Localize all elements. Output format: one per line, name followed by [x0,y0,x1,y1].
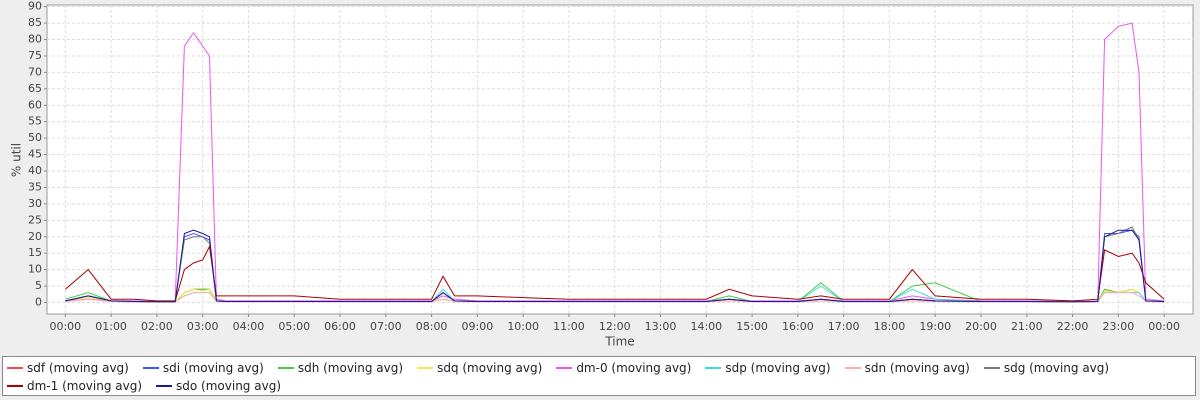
x-tick-label: 00:00 [49,320,81,333]
y-tick-label: 10 [28,263,42,276]
y-tick-label: 45 [28,148,42,161]
x-tick-label: 10:00 [507,320,539,333]
legend-swatch [277,367,294,369]
legend-swatch [7,367,23,369]
legend-item: sdh (moving avg) [277,359,404,377]
legend-item: dm-0 (moving avg) [556,359,691,377]
plot-area [46,4,1194,315]
x-tick-label: 01:00 [95,320,127,333]
x-tick-label: 05:00 [278,320,310,333]
legend-label: sdo (moving avg) [176,379,281,393]
legend-swatch [417,367,434,369]
legend-label: sdf (moving avg) [27,361,129,375]
y-tick-label: 40 [28,164,42,177]
y-tick-label: 20 [28,230,42,243]
y-tick-label: 65 [28,82,42,95]
y-axis-label: % util [10,143,24,177]
x-tick-label: 19:00 [919,320,951,333]
legend-label: sdq (moving avg) [437,361,543,375]
x-tick-label: 09:00 [462,320,494,333]
y-tick-label: 5 [35,279,42,292]
y-tick-label: 0 [35,295,42,308]
legend-item: sdf (moving avg) [7,359,129,377]
chart: Time % util 0 5 10 15 20 25 30 35 40 45 50 55 60 65 70… [10,0,1194,349]
legend: sdf (moving avg) sdi (moving avg) sdh (mov… [2,356,1196,396]
x-tick-label: 22:00 [1057,320,1089,333]
y-tick-label: 80 [28,33,42,46]
legend-item: sdp (moving avg) [705,359,831,377]
legend-label: sdp (moving avg) [725,361,831,375]
series-line [65,229,1165,303]
y-tick-label: 90 [28,0,42,13]
x-tick-label: 21:00 [1011,320,1043,333]
legend-item: sdi (moving avg) [142,359,264,377]
x-tick-label: 07:00 [370,320,402,333]
x-tick-label: 23:00 [1103,320,1135,333]
y-tick-label: 85 [28,16,42,29]
legend-swatch [142,367,159,369]
legend-swatch [705,367,722,369]
legend-swatch [556,367,573,369]
y-tick-label: 75 [28,49,42,62]
x-tick-label: 00:00 [1148,320,1180,333]
series-line [64,244,1165,302]
y-tick-label: 15 [28,246,42,259]
x-tick-label: 13:00 [645,320,677,333]
x-tick-label: 20:00 [965,320,997,333]
x-tick-label: 15:00 [736,320,768,333]
legend-label: dm-0 (moving avg) [576,361,692,375]
legend-swatch [983,367,1000,369]
y-tick-label: 55 [28,115,42,128]
legend-label: sdh (moving avg) [297,361,404,375]
x-tick-label: 04:00 [233,320,265,333]
y-tick-label: 35 [28,180,42,193]
y-tick-label: 30 [28,197,42,210]
x-tick-label: 08:00 [416,320,448,333]
y-tick-label: 25 [28,213,42,226]
x-tick-label: 16:00 [782,320,814,333]
legend-swatch [7,385,23,387]
x-tick-label: 17:00 [828,320,860,333]
x-tick-label: 18:00 [874,320,906,333]
legend-item: dm-1 (moving avg) [7,377,142,395]
legend-item: sdg (moving avg) [983,359,1110,377]
legend-item: sdo (moving avg) [156,377,281,395]
y-tick-label: 50 [28,131,42,144]
x-tick-label: 03:00 [187,320,219,333]
x-tick-label: 02:00 [141,320,173,333]
legend-swatch [156,385,173,387]
legend-swatch [844,367,861,369]
legend-item: sdn (moving avg) [844,359,970,377]
legend-item: sdq (moving avg) [417,359,542,377]
y-tick-label: 60 [28,98,42,111]
x-tick-label: 11:00 [553,320,585,333]
x-tick-label: 06:00 [324,320,356,333]
y-tick-label: 70 [28,65,42,78]
legend-label: dm-1 (moving avg) [27,379,143,393]
x-axis-label: Time [604,335,634,349]
legend-label: sdg (moving avg) [1003,361,1110,375]
x-tick-label: 14:00 [690,320,722,333]
x-tick-label: 12:00 [599,320,631,333]
legend-label: sdi (moving avg) [162,361,264,375]
legend-label: sdn (moving avg) [864,361,970,375]
